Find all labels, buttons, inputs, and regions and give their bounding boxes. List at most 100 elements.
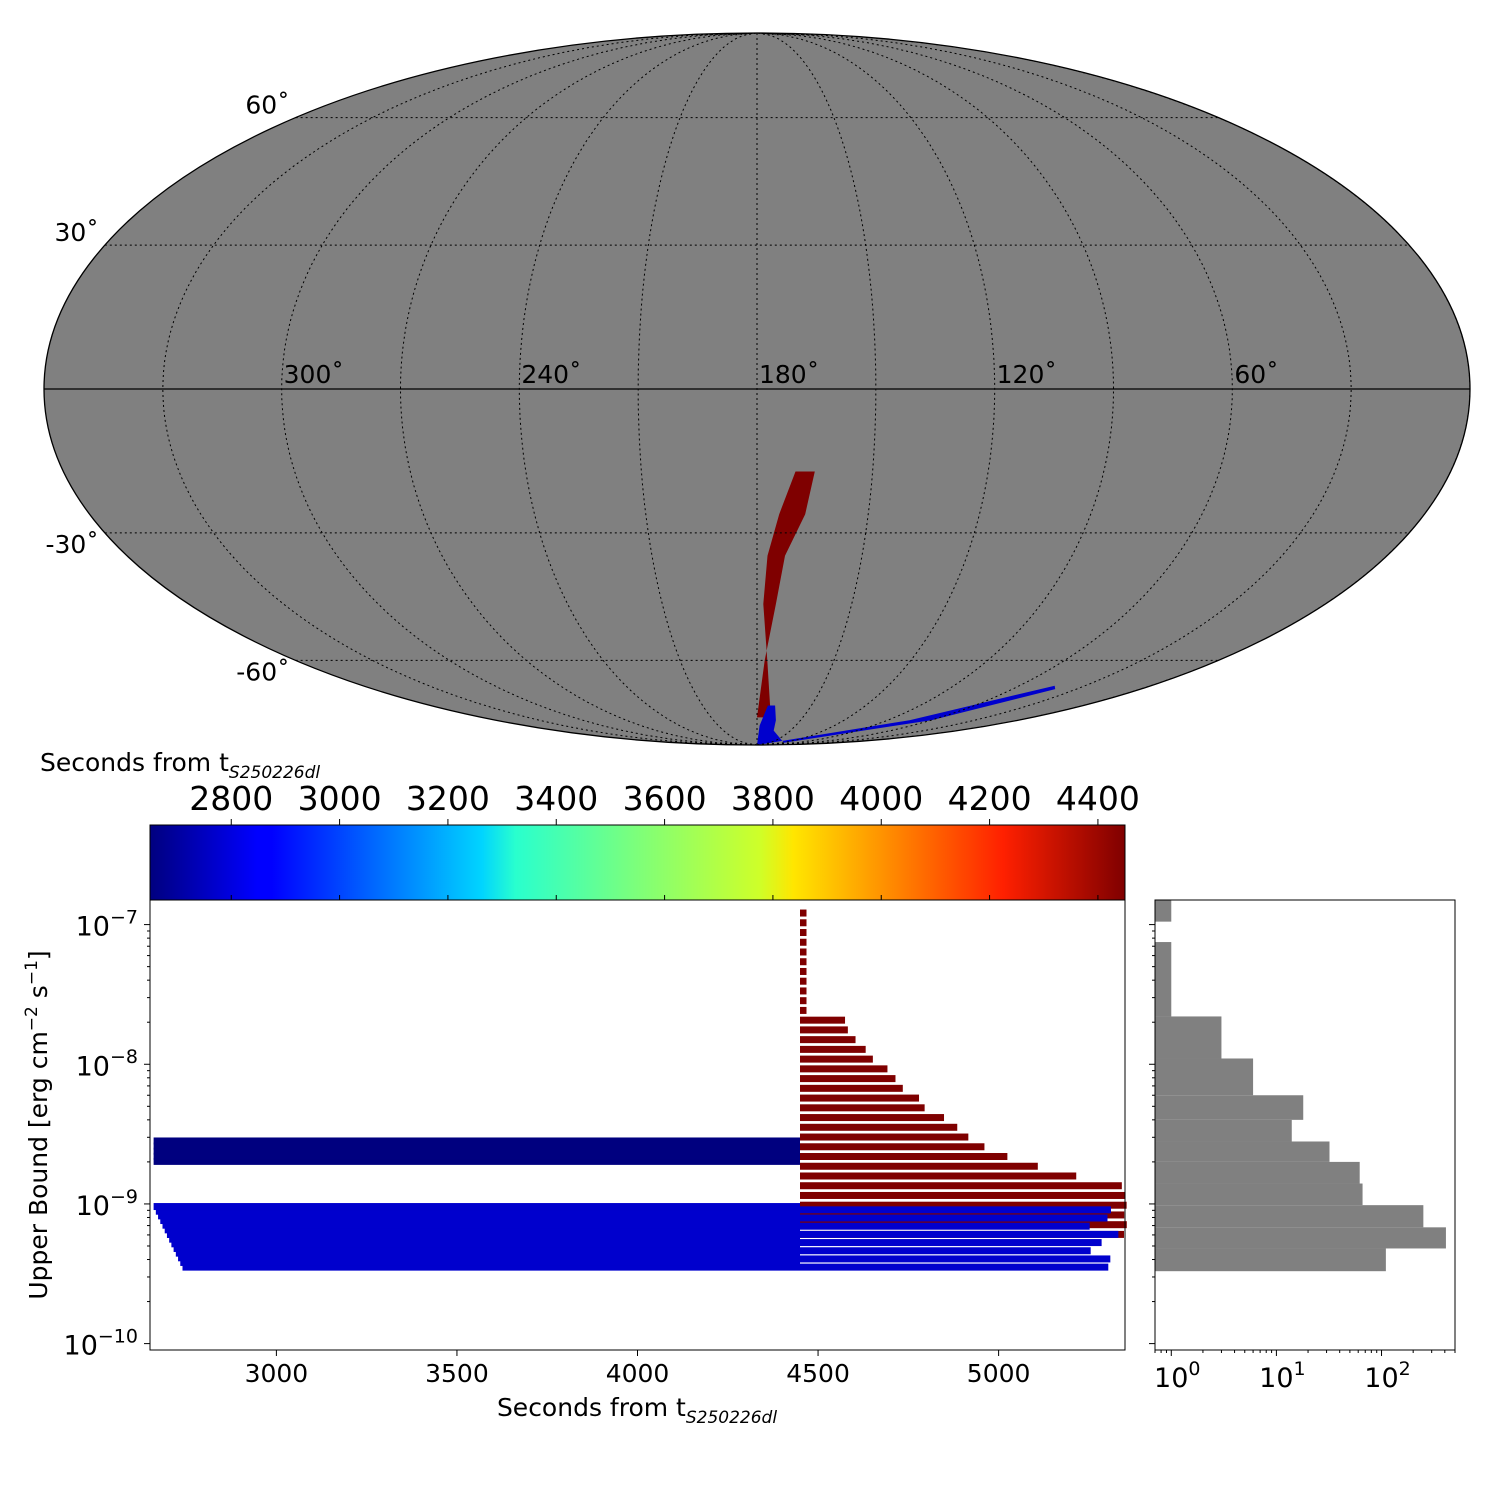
interval-bar: [800, 958, 807, 966]
main-x-ticks: 3000 3500 4000 4500 5000: [245, 1350, 1031, 1388]
y-tick-label: 10−7: [76, 906, 138, 942]
histogram-bar: [1155, 1227, 1446, 1249]
interval-bar: [162, 1221, 800, 1229]
interval-bar: [800, 1143, 985, 1151]
interval-bar: [800, 1206, 1111, 1214]
main-x-axis-label: Seconds from tS250226dl: [497, 1393, 777, 1428]
sky-outline: [43, 32, 1471, 746]
interval-bar: [173, 1244, 801, 1252]
y-tick-label: 10−10: [64, 1325, 138, 1361]
latitude-label: -60˚: [236, 657, 289, 686]
interval-bar: [800, 1153, 1008, 1161]
interval-bar: [800, 977, 807, 985]
colorbar-tick-label: 3600: [623, 779, 707, 818]
interval-bar: [800, 1191, 1126, 1199]
interval-bar: [800, 1201, 1127, 1209]
interval-bar: [800, 1084, 903, 1092]
main-y-axis-label: Upper Bound [erg cm−2 s−1]: [22, 950, 53, 1299]
interval-bar: [800, 1016, 846, 1024]
colorbar-tick-label: 3200: [406, 779, 490, 818]
histogram-bar: [1155, 1016, 1222, 1059]
interval-bar: [800, 938, 807, 946]
hist-x-tick-label: 101: [1259, 1358, 1305, 1394]
histogram-bar: [1155, 1141, 1330, 1162]
interval-bar: [800, 1247, 1091, 1255]
histogram-x-ticks: 100 101 102: [1154, 1350, 1456, 1394]
interval-bar: [800, 1255, 1111, 1263]
upper-bound-plot: 3000 3500 4000 4500 5000 10−7 10−8 10−9 10−10 S…: [22, 899, 1127, 1428]
interval-bar: [800, 1123, 958, 1131]
x-tick-label: 4500: [786, 1359, 850, 1388]
colorbar-tick-label: 3000: [298, 779, 382, 818]
histogram-bar: [1155, 1095, 1304, 1120]
colorbar-gradient: [149, 824, 1126, 901]
interval-bar: [800, 1045, 866, 1053]
interval-bar: [800, 1222, 1090, 1230]
interval-bar: [164, 1226, 800, 1234]
main-y-ticks: 10−7 10−8 10−9 10−10: [64, 906, 150, 1362]
y-tick-label: 10−8: [76, 1046, 138, 1082]
interval-bar: [800, 1104, 925, 1112]
interval-bar: [800, 1055, 873, 1063]
interval-bar: [800, 1094, 920, 1102]
meridian-line: [399, 33, 758, 745]
interval-bar: [800, 909, 807, 917]
interval-bar: [800, 919, 807, 927]
interval-bar: [153, 1137, 801, 1145]
colorbar-label: Seconds from tS250226dl: [40, 748, 320, 783]
interval-bar: [153, 1203, 801, 1211]
interval-bar: [182, 1263, 800, 1271]
y-tick-label: 10−9: [76, 1186, 138, 1222]
interval-bar: [800, 1162, 1038, 1170]
interval-bar: [171, 1240, 800, 1248]
x-tick-label: 4000: [606, 1359, 670, 1388]
histogram-bar: [1155, 1248, 1386, 1272]
histogram-bar: [1155, 900, 1172, 922]
latitude-label: 60˚: [245, 91, 289, 120]
colorbar-tick-label: 4200: [948, 779, 1032, 818]
x-tick-label: 3000: [245, 1359, 309, 1388]
interval-bar: [158, 1212, 801, 1220]
interval-bar: [175, 1249, 801, 1257]
hist-x-tick-label: 100: [1154, 1358, 1200, 1394]
colorbar-ticks: 2800 3000 3200 3400 3600 3800 4000 4200 4400: [189, 779, 1140, 900]
interval-bar: [169, 1235, 800, 1243]
interval-bar: [153, 1152, 801, 1160]
histogram-y-ticks: [1149, 924, 1155, 1345]
interval-bar: [800, 997, 807, 1005]
interval-bar: [800, 948, 807, 956]
hist-x-tick-label: 102: [1364, 1358, 1410, 1394]
histogram-bar: [1155, 1119, 1292, 1142]
interval-bar: [178, 1254, 801, 1262]
interval-bar: [166, 1231, 800, 1239]
meridian-line: [756, 33, 1115, 745]
histogram-bar: [1155, 1183, 1363, 1206]
interval-bar: [800, 967, 807, 975]
sky-map: 60˚ 30˚ -30˚ -60˚ 300˚ 240˚ 180˚ 120˚ 60˚: [43, 32, 1471, 746]
interval-bar: [800, 1239, 1102, 1247]
histogram-bar: [1155, 1058, 1254, 1096]
longitude-label: 120˚: [997, 360, 1057, 389]
x-tick-label: 3500: [425, 1359, 489, 1388]
interval-bar: [153, 1147, 801, 1155]
interval-bar: [155, 1207, 801, 1215]
colorbar-tick-label: 3800: [731, 779, 815, 818]
latitude-label: 30˚: [54, 218, 98, 247]
interval-bar: [800, 1114, 945, 1122]
interval-bar: [800, 1182, 1122, 1190]
interval-bar: [800, 1036, 856, 1044]
longitude-label: 240˚: [521, 360, 581, 389]
interval-bar: [800, 1075, 896, 1083]
interval-bar: [800, 1133, 969, 1141]
main-plot-frame: [149, 899, 1126, 1351]
histogram-bars: [1155, 900, 1446, 1272]
latitude-label: -30˚: [45, 530, 98, 559]
interval-bar: [800, 929, 807, 937]
interval-bar: [800, 1214, 1108, 1222]
histogram-bar: [1155, 942, 1172, 1017]
x-tick-label: 5000: [967, 1359, 1031, 1388]
interval-bars: [153, 909, 1127, 1271]
interval-bar: [180, 1258, 800, 1266]
interval-bar: [800, 1065, 888, 1073]
